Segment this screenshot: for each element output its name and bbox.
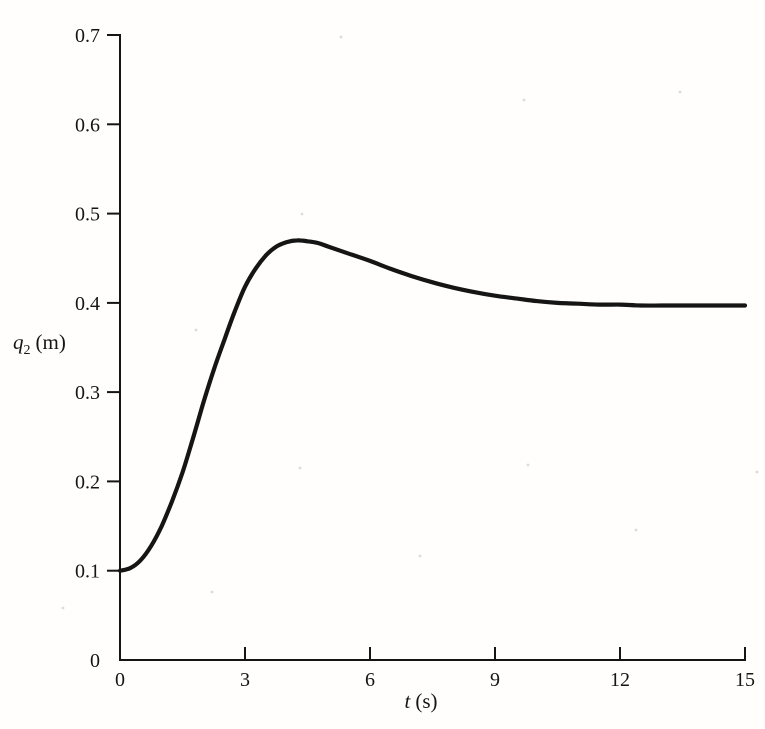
y-tick-label: 0.6: [75, 114, 100, 136]
y-tick-label: 0.3: [75, 382, 100, 404]
y-axis-label: q2 (m): [13, 332, 66, 358]
y-tick-label: 0.7: [75, 25, 100, 47]
axes: [107, 34, 746, 661]
y-tick-label: 0.5: [75, 204, 100, 226]
y-axis-subscript: 2: [23, 343, 31, 359]
x-axis-unit: (s): [415, 689, 438, 713]
x-tick-label: 9: [490, 669, 500, 691]
y-tick-label: 0: [90, 650, 100, 672]
x-tick-label: 3: [240, 669, 250, 691]
x-tick-label: 6: [365, 669, 375, 691]
x-axis-label: t (s): [404, 691, 437, 712]
tick-labels: 0 0.1 0.2 0.3 0.4 0.5 0.6 0.7 0 3 6 9 12 15: [75, 25, 755, 691]
x-tick-label: 0: [115, 669, 125, 691]
scan-artifact-dots: [61, 35, 759, 610]
y-tick-label: 0.4: [75, 293, 100, 315]
y-axis-symbol: q: [13, 330, 24, 354]
x-axis-symbol: t: [404, 689, 411, 713]
x-tick-label: 12: [610, 669, 630, 691]
response-curve: [117, 238, 748, 573]
y-tick-label: 0.1: [75, 561, 100, 583]
x-tick-label: 15: [735, 669, 755, 691]
y-axis-unit: (m): [35, 330, 66, 354]
y-tick-label: 0.2: [75, 471, 100, 493]
